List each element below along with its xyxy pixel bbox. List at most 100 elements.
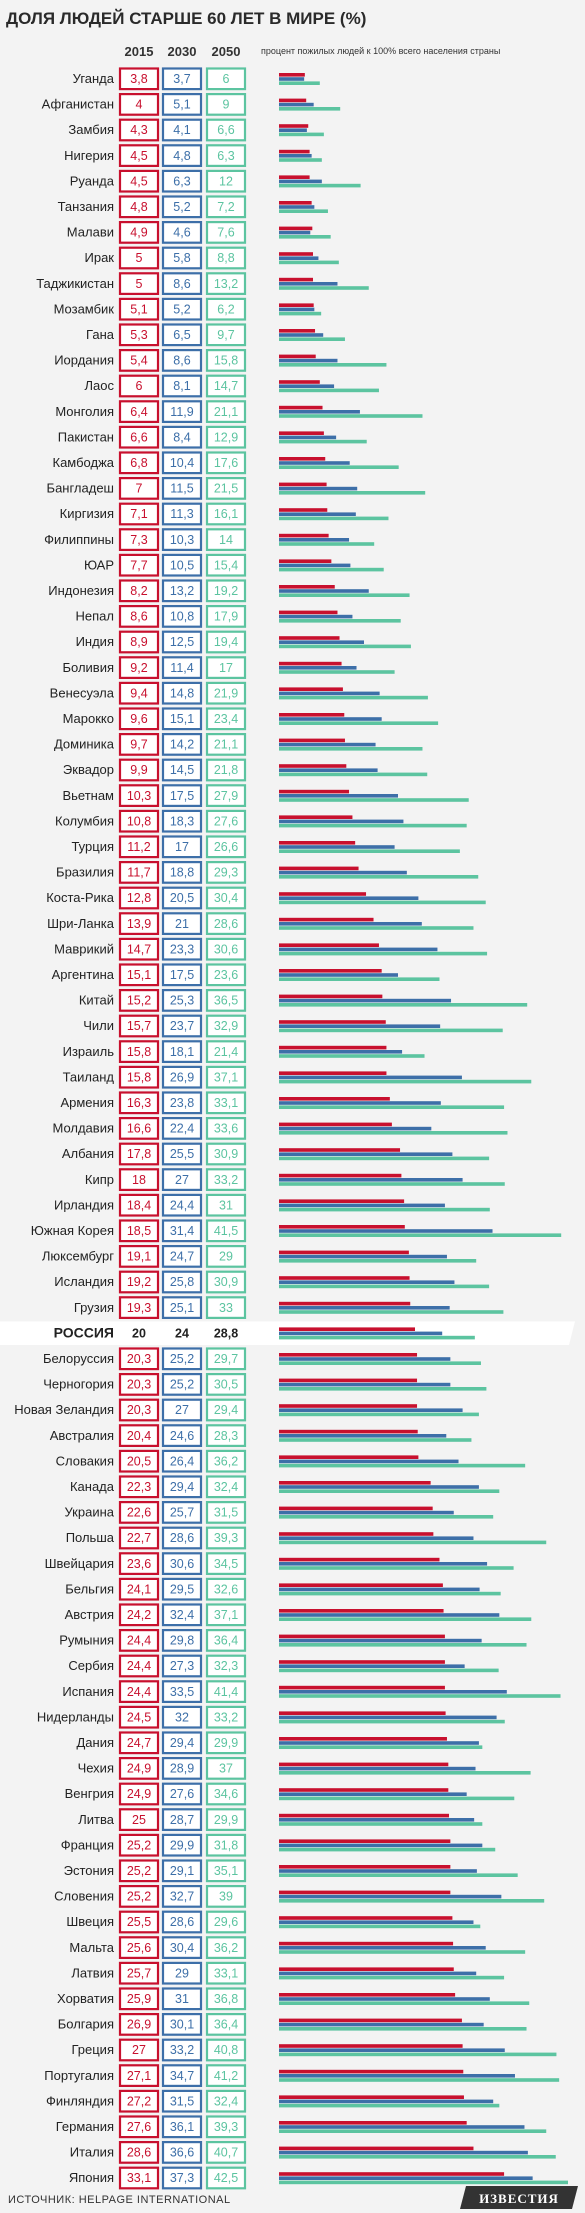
category-label: Австралия [50, 1428, 114, 1443]
data-label: 27 [175, 1173, 189, 1187]
data-label: 6 [223, 72, 230, 86]
category-label: Танзания [58, 199, 114, 214]
value-box [118, 400, 160, 423]
data-label: 41,4 [214, 1685, 238, 1699]
category-label: Чехия [78, 1761, 114, 1776]
value-box [205, 860, 247, 884]
bar [279, 1357, 451, 1361]
bar [279, 1715, 497, 1720]
data-label: 20,5 [127, 1454, 151, 1468]
value-box [205, 988, 247, 1012]
bar [279, 614, 353, 619]
bar [279, 1276, 410, 1280]
bar [279, 1097, 390, 1101]
data-label: 29,4 [170, 1480, 194, 1494]
data-label: 8,8 [217, 251, 234, 265]
data-label: 7,1 [130, 507, 147, 521]
value-box [205, 272, 247, 295]
rows: Уганда 3,8 3,7 6 Афганистан 4 5,1 9 Замбия 4,3 4,1… [0, 67, 575, 2190]
data-label: 32,7 [170, 1890, 194, 1904]
value-box [205, 937, 247, 961]
data-label: 28,8 [214, 1326, 238, 1340]
bar [279, 405, 323, 410]
data-label: 11,5 [170, 482, 193, 496]
value-box [205, 707, 247, 731]
value-box [118, 604, 160, 628]
bar [279, 1562, 488, 1566]
value-box [161, 732, 203, 756]
category-label: Индия [76, 634, 114, 649]
data-label: 33,5 [170, 1685, 194, 1699]
value-box [161, 1833, 203, 1857]
category-label: Шри-Ланка [47, 916, 115, 931]
bar [279, 738, 345, 743]
data-label: 21,4 [214, 1045, 238, 1059]
value-box [161, 784, 203, 807]
data-label: 9,9 [130, 763, 147, 777]
category-label: Литва [78, 1812, 115, 1827]
value-box [205, 400, 247, 423]
value-box [205, 297, 247, 321]
bar [279, 900, 486, 905]
bar [279, 1532, 434, 1536]
data-label: 37,1 [214, 1070, 238, 1084]
value-box [118, 1552, 160, 1576]
value-box [161, 1936, 203, 1960]
category-label: Германия [56, 2119, 114, 2134]
bar [279, 764, 347, 768]
value-box [161, 656, 203, 679]
bar [279, 1306, 450, 1310]
bar [279, 260, 339, 265]
bar [279, 619, 401, 623]
bar [279, 2103, 500, 2108]
data-label: 25,3 [170, 994, 194, 1008]
data-label: 36,6 [170, 2146, 194, 2160]
bar [279, 1950, 526, 1954]
data-label: 25,1 [170, 1301, 194, 1315]
value-box [161, 1219, 203, 1243]
data-label: 5,1 [173, 98, 190, 112]
value-box [205, 1244, 247, 1268]
data-label: 9,7 [130, 738, 147, 752]
value-box [161, 374, 203, 398]
bar [279, 1207, 490, 1212]
data-label: 29,9 [170, 1838, 194, 1852]
category-label: Замбия [68, 122, 114, 137]
value-box [205, 1116, 247, 1140]
bar [279, 1178, 463, 1182]
bar [279, 1361, 481, 1365]
data-label: 39 [219, 1890, 233, 1904]
value-box [205, 1961, 247, 1985]
value-box [161, 272, 203, 295]
data-label: 36,8 [214, 1992, 238, 2006]
value-box [118, 707, 160, 731]
value-box [118, 144, 160, 168]
bar [279, 1843, 483, 1848]
bar [279, 2095, 464, 2099]
bar [279, 337, 345, 341]
value-box [205, 835, 247, 859]
data-label: 17,5 [170, 789, 194, 803]
data-label: 24,9 [127, 1787, 151, 1801]
value-box [118, 1347, 160, 1371]
data-label: 9,4 [130, 686, 147, 700]
value-box [205, 1347, 247, 1371]
data-label: 18,4 [127, 1198, 151, 1212]
bar [279, 542, 375, 546]
bar [279, 1506, 433, 1511]
bar [279, 1993, 456, 1997]
category-label: Молдавия [52, 1121, 114, 1136]
bar [279, 695, 428, 700]
value-box [161, 349, 203, 372]
data-label: 29 [219, 1250, 233, 1264]
data-label: 20,4 [127, 1429, 151, 1443]
data-label: 19,4 [214, 635, 238, 649]
data-label: 32,4 [170, 1608, 194, 1622]
value-box [118, 2064, 160, 2088]
data-label: 24,7 [170, 1250, 194, 1264]
value-box [161, 630, 203, 654]
data-label: 15,8 [214, 354, 238, 368]
value-box [205, 246, 247, 270]
bar [279, 640, 364, 644]
data-label: 6,3 [217, 149, 234, 163]
